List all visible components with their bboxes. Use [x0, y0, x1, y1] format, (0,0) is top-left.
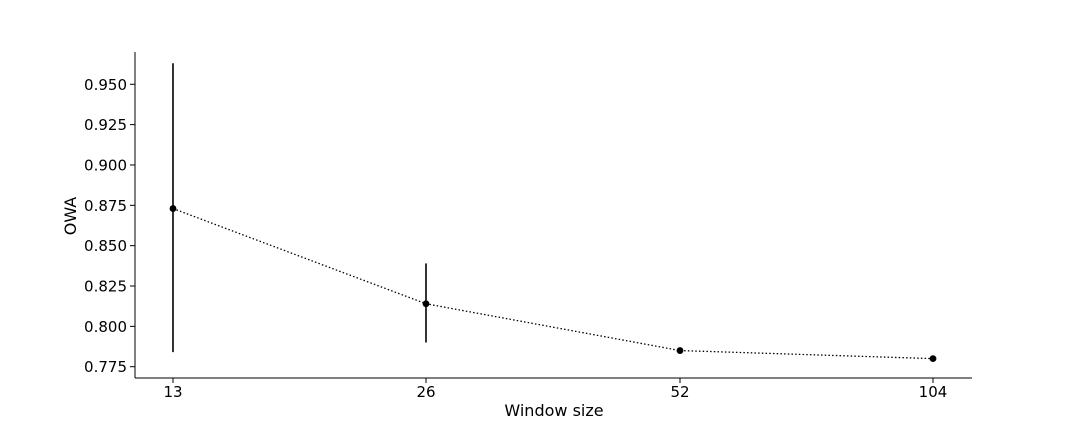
- x-axis-label: Window size: [504, 401, 603, 420]
- y-tick-label: 0.875: [84, 197, 127, 215]
- data-point: [676, 347, 684, 354]
- series: [169, 63, 937, 363]
- data-point: [422, 300, 430, 308]
- data-point: [929, 355, 937, 363]
- y-tick-label: 0.925: [84, 116, 127, 134]
- x-tick-label: 26: [416, 383, 435, 401]
- x-tick-label: 13: [163, 383, 182, 401]
- y-tick-label: 0.800: [84, 318, 127, 336]
- y-tick-label: 0.900: [84, 156, 127, 174]
- series-line: [172, 207, 934, 360]
- data-point: [169, 205, 177, 212]
- ticks: 0.775 0.800 0.825 0.850 0.875 0.900 0.925 0.950…: [84, 76, 947, 401]
- y-tick-label: 0.825: [84, 278, 127, 296]
- y-tick-label: 0.775: [84, 358, 127, 376]
- x-tick-label: 52: [670, 383, 689, 401]
- y-tick-label: 0.950: [84, 76, 127, 94]
- axes: [134, 52, 972, 379]
- x-tick-label: 104: [919, 383, 948, 401]
- y-tick-label: 0.850: [84, 237, 127, 255]
- y-axis-label: OWA: [61, 197, 80, 236]
